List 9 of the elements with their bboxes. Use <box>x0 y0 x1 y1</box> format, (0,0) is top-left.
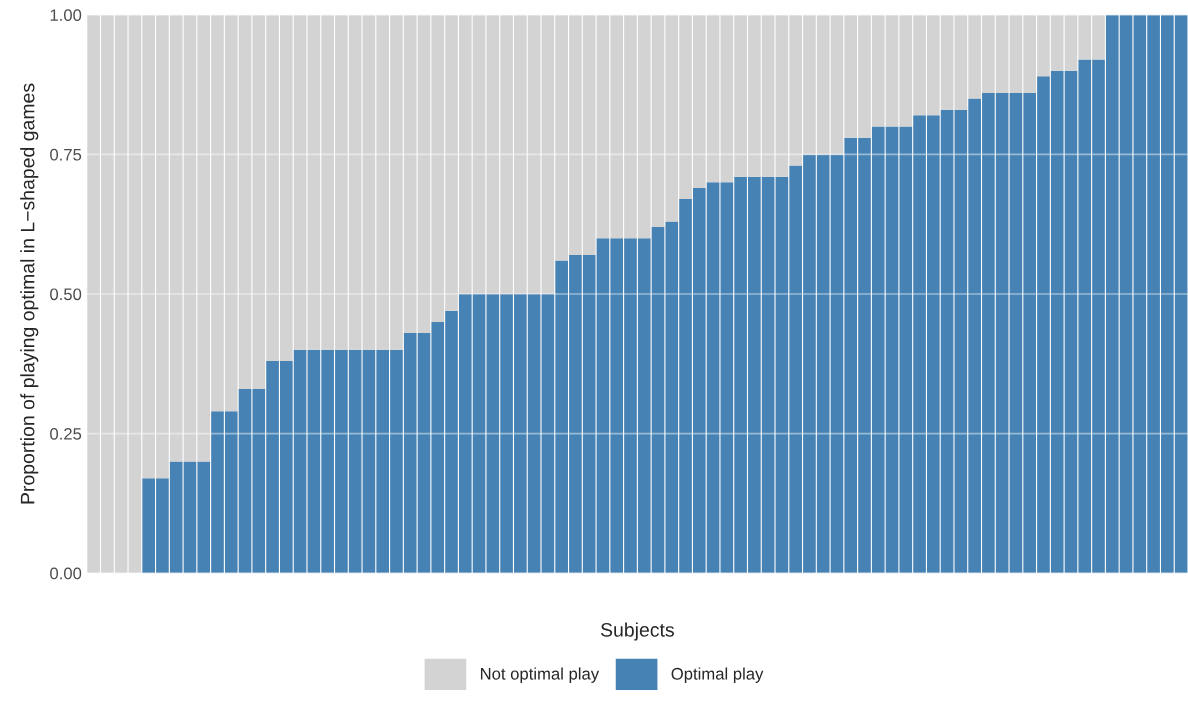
y-tick-label: 0.25 <box>50 427 82 440</box>
x-axis-title: Subjects <box>600 622 674 641</box>
y-tick-label: 0.00 <box>50 567 82 580</box>
y-axis-title: Proportion of playing optimal in L−shaped games <box>20 83 39 504</box>
legend-label: Optimal play <box>671 667 764 683</box>
y-tick-label: 1.00 <box>50 9 82 22</box>
y-tick-label: 0.75 <box>50 148 82 161</box>
legend-label: Not optimal play <box>480 667 600 683</box>
y-tick-label: 0.50 <box>50 288 82 301</box>
